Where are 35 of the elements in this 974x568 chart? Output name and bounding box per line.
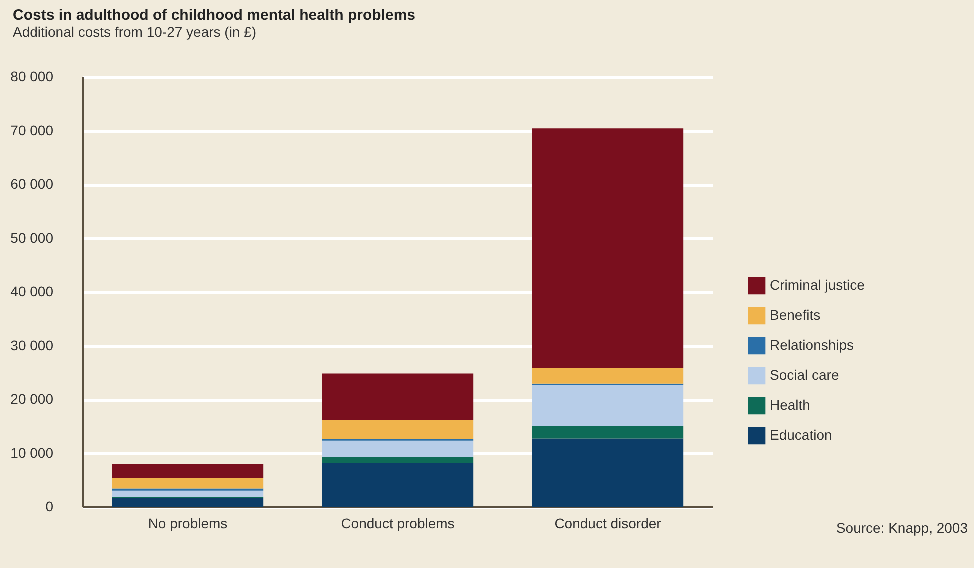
bar <box>532 386 684 426</box>
legend-label: Criminal justice <box>770 277 866 293</box>
bar <box>532 368 684 384</box>
legend-label: Health <box>770 397 810 413</box>
y-tick-label: 0 <box>46 498 54 514</box>
bar <box>532 128 684 368</box>
x-tick-label: No problems <box>148 516 228 532</box>
x-tick-label: Conduct problems <box>341 516 455 532</box>
y-tick-label: 70 000 <box>10 122 54 138</box>
chart-title: Costs in adulthood of childhood mental health problems <box>13 7 416 24</box>
bar <box>112 490 264 498</box>
source-note: Source: Knapp, 2003 <box>836 520 968 536</box>
y-tick-label: 10 000 <box>10 444 54 461</box>
bar <box>322 420 474 440</box>
y-tick-label: 60 000 <box>10 176 54 192</box>
bar <box>322 457 474 464</box>
bar <box>322 374 474 420</box>
y-tick-label: 50 000 <box>10 230 54 246</box>
x-tick-label: Conduct disorder <box>554 516 662 532</box>
legend-label: Benefits <box>770 307 821 323</box>
y-tick-label: 30 000 <box>10 337 54 354</box>
legend-label: Social care <box>770 367 840 383</box>
y-tick-label: 40 000 <box>10 284 54 300</box>
y-tick-label: 80 000 <box>10 68 54 84</box>
y-tick-label: 20 000 <box>10 391 54 407</box>
bar <box>532 426 684 439</box>
bar <box>112 498 264 507</box>
bar <box>112 478 264 489</box>
bar <box>112 464 264 478</box>
chart-subtitle: Additional costs from 10-27 years (in £) <box>13 24 257 40</box>
legend-label: Relationships <box>770 337 854 353</box>
bar <box>322 440 474 458</box>
bar <box>322 463 474 507</box>
legend-label: Education <box>770 427 832 443</box>
bar <box>532 438 684 507</box>
